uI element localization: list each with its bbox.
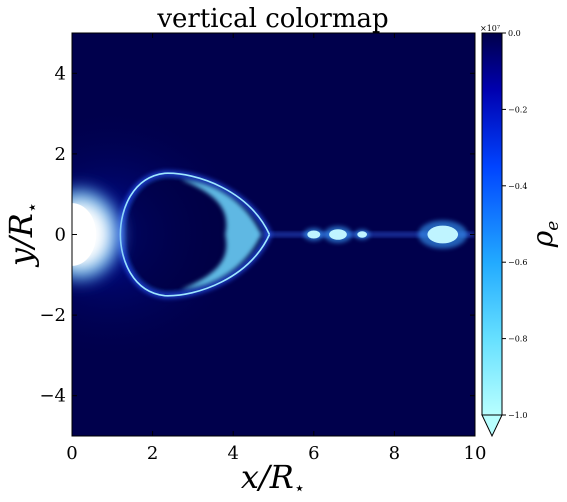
stellar-core <box>72 203 97 266</box>
y-tick-label: 0 <box>55 225 66 246</box>
colorbar-tick-label: −0.2 <box>508 105 527 114</box>
x-axis-label-base: x/R <box>241 458 294 496</box>
x-tick-label: 4 <box>227 443 238 464</box>
x-tick-label: 10 <box>464 443 487 464</box>
x-axis-label: x/R⋆ <box>241 458 305 499</box>
heatmap-features <box>72 170 475 299</box>
shell-crescent <box>180 179 262 290</box>
colorbar: 0.0 −0.2 −0.4 −0.6 −0.8 −1.0 ×10⁷ ρe <box>480 24 563 438</box>
colorbar-tick-label: −0.8 <box>508 335 527 344</box>
x-axis-ticks: 0 2 4 6 8 10 <box>66 33 486 464</box>
x-tick-label: 2 <box>147 443 158 464</box>
y-axis-label-base: y/R <box>2 213 40 268</box>
jet-blob <box>307 230 321 239</box>
y-axis-ticks: −4 −2 0 2 4 <box>39 63 475 407</box>
colorbar-tick-label: −0.6 <box>508 258 527 267</box>
jet-blob <box>357 231 367 238</box>
y-axis-label: y/R⋆ <box>2 202 43 268</box>
colorbar-tick-label: 0.0 <box>508 29 521 38</box>
y-axis-label-sub: ⋆ <box>22 202 43 213</box>
jet-blob <box>329 229 347 240</box>
colorbar-tick-label: −0.4 <box>508 182 527 191</box>
chart-title: vertical colormap <box>156 4 388 34</box>
colorbar-exponent: ×10⁷ <box>480 24 500 33</box>
colorbar-label-base: ρ <box>526 230 559 248</box>
colorbar-label-sub: e <box>543 221 563 231</box>
x-tick-label: 8 <box>389 443 400 464</box>
colorbar-label: ρe <box>526 221 563 249</box>
jet-blob <box>427 225 459 244</box>
x-tick-label: 6 <box>308 443 319 464</box>
y-tick-label: 2 <box>55 144 66 165</box>
core-glow <box>72 178 131 291</box>
heatmap-area <box>72 33 475 436</box>
y-tick-label: −4 <box>39 386 66 407</box>
colorbar-tick-label: −1.0 <box>508 411 527 420</box>
colorbar-extend-min-triangle <box>481 414 503 438</box>
colorbar-ticks: 0.0 −0.2 −0.4 −0.6 −0.8 −1.0 <box>502 29 527 420</box>
colorbar-gradient <box>482 33 502 415</box>
x-tick-label: 0 <box>66 443 77 464</box>
y-tick-label: 4 <box>55 63 66 84</box>
colorbar-frame <box>481 32 503 416</box>
y-tick-label: −2 <box>39 305 66 326</box>
x-axis-label-sub: ⋆ <box>294 478 305 499</box>
